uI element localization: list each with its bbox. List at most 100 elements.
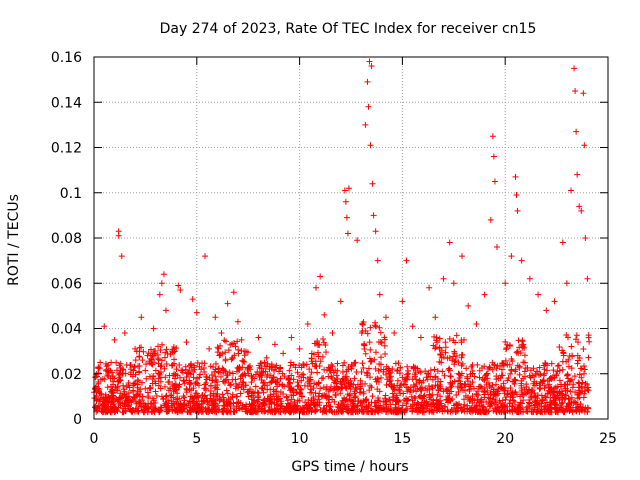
data-point-background bbox=[352, 359, 359, 366]
data-point-background bbox=[334, 367, 341, 374]
data-point-background bbox=[536, 384, 543, 391]
data-point-background bbox=[567, 388, 574, 395]
data-point-background bbox=[437, 352, 444, 359]
data-point-background bbox=[556, 377, 563, 384]
data-point-background bbox=[285, 375, 292, 382]
data-point-background bbox=[560, 349, 567, 356]
data-point-background bbox=[493, 388, 500, 395]
data-point-background bbox=[523, 381, 530, 388]
data-point-background bbox=[217, 373, 224, 380]
data-point-background bbox=[297, 405, 304, 412]
data-point-background bbox=[226, 369, 233, 376]
data-point-background bbox=[312, 407, 319, 414]
data-point-background bbox=[516, 371, 523, 378]
data-point-background bbox=[109, 392, 116, 399]
data-point-background bbox=[410, 364, 417, 371]
data-point-background bbox=[156, 408, 163, 415]
data-point-background bbox=[145, 393, 152, 400]
data-point bbox=[344, 230, 351, 237]
data-point-background bbox=[448, 383, 455, 390]
data-point-background bbox=[157, 385, 164, 392]
data-point bbox=[206, 345, 213, 352]
data-point-background bbox=[491, 361, 498, 368]
data-point-background bbox=[570, 381, 577, 388]
data-point bbox=[241, 348, 248, 355]
data-point-background bbox=[397, 390, 404, 397]
data-point-background bbox=[466, 388, 473, 395]
data-point bbox=[362, 121, 369, 128]
data-point-background bbox=[365, 402, 372, 409]
data-point-background bbox=[413, 376, 420, 383]
data-point bbox=[513, 192, 520, 199]
data-point-background bbox=[335, 401, 342, 408]
data-point-background bbox=[294, 402, 301, 409]
data-point-background bbox=[157, 374, 164, 381]
data-point-background bbox=[374, 397, 381, 404]
data-point-background bbox=[481, 384, 488, 391]
data-point-background bbox=[419, 395, 426, 402]
data-point-background bbox=[539, 397, 546, 404]
data-point-background bbox=[145, 404, 152, 411]
data-point-background bbox=[173, 345, 180, 352]
data-point-background bbox=[211, 385, 218, 392]
data-point-background bbox=[205, 406, 212, 413]
data-point bbox=[426, 284, 433, 291]
data-point-background bbox=[280, 407, 287, 414]
data-point-background bbox=[579, 379, 586, 386]
data-point-background bbox=[375, 339, 382, 346]
data-point-background bbox=[387, 401, 394, 408]
data-point-background bbox=[316, 390, 323, 397]
data-point-background bbox=[276, 365, 283, 372]
data-point-background bbox=[194, 359, 201, 366]
data-point-background bbox=[395, 360, 402, 367]
data-point-background bbox=[537, 379, 544, 386]
data-point-background bbox=[263, 363, 270, 370]
data-point-background bbox=[262, 407, 269, 414]
data-point-background bbox=[475, 392, 482, 399]
data-point-background bbox=[294, 379, 301, 386]
data-point-background bbox=[219, 391, 226, 398]
data-point-background bbox=[180, 393, 187, 400]
data-point-background bbox=[397, 364, 404, 371]
data-point-background bbox=[520, 392, 527, 399]
data-point bbox=[144, 352, 151, 359]
data-point-background bbox=[443, 387, 450, 394]
data-point-background bbox=[395, 398, 402, 405]
data-point-background bbox=[344, 407, 351, 414]
data-point-background bbox=[130, 367, 137, 374]
data-point-background bbox=[129, 397, 136, 404]
data-point-background bbox=[461, 381, 468, 388]
data-point-background bbox=[114, 384, 121, 391]
data-point-background bbox=[359, 320, 366, 327]
data-point-background bbox=[149, 404, 156, 411]
data-point-background bbox=[163, 346, 170, 353]
data-point-background bbox=[386, 381, 393, 388]
data-point-background bbox=[394, 407, 401, 414]
data-point-background bbox=[238, 336, 245, 343]
data-point bbox=[212, 314, 219, 321]
data-point-background bbox=[423, 405, 430, 412]
data-point-background bbox=[548, 409, 555, 416]
data-point-background bbox=[498, 385, 505, 392]
data-point-background bbox=[256, 362, 263, 369]
data-point bbox=[343, 214, 350, 221]
data-point-background bbox=[404, 371, 411, 378]
data-point-background bbox=[294, 397, 301, 404]
data-point-background bbox=[196, 382, 203, 389]
data-point-background bbox=[203, 374, 210, 381]
data-point-background bbox=[202, 385, 209, 392]
data-point-background bbox=[515, 337, 522, 344]
data-point-background bbox=[476, 402, 483, 409]
data-point-background bbox=[437, 378, 444, 385]
data-point-background bbox=[573, 408, 580, 415]
data-point-background bbox=[350, 402, 357, 409]
data-point-background bbox=[230, 405, 237, 412]
data-point-background bbox=[201, 397, 208, 404]
data-point-background bbox=[507, 370, 514, 377]
data-point-background bbox=[502, 404, 509, 411]
data-point-background bbox=[261, 359, 268, 366]
data-point-background bbox=[119, 393, 126, 400]
data-point-background bbox=[317, 406, 324, 413]
data-point-background bbox=[375, 367, 382, 374]
data-point-background bbox=[309, 407, 316, 414]
